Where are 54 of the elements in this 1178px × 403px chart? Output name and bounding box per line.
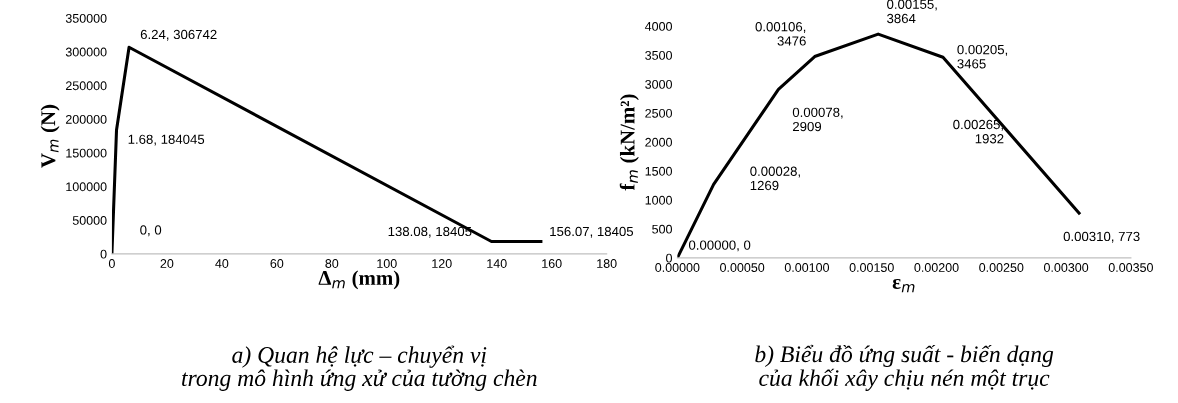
y-tick-label: 500	[652, 224, 672, 234]
x-axis-title: ε$_{m}$	[892, 278, 915, 293]
annotation: 0.00205, 3465	[957, 44, 1008, 69]
x-tick-label: 0.00000	[655, 263, 700, 272]
annotation: 0.00000, 0	[688, 240, 751, 252]
x-tick-label: 160	[542, 259, 562, 268]
y-tick-label: 50000	[72, 216, 107, 225]
y-tick-label: 350000	[65, 13, 107, 23]
annotation: 0.00155, 3864	[887, 0, 937, 24]
y-axis-title: f$_{m}$ (kN/m²)	[619, 94, 639, 191]
x-tick-label: 0.00250	[979, 263, 1024, 272]
y-tick-label: 1500	[645, 166, 672, 176]
x-tick-label: 0.00300	[1043, 263, 1089, 272]
text: b) Biểu đồ ứng suất - biến dạng của khối xây chịu nén một trục	[755, 344, 1054, 391]
x-tick-label: 0.00350	[1108, 263, 1153, 272]
y-tick-label: 150000	[66, 148, 107, 158]
x-tick-label: 120	[432, 259, 452, 268]
annotation: 0.00310, 773	[1063, 231, 1140, 243]
x-tick-label: 20	[160, 259, 174, 268]
annotation: 156.07, 18405	[550, 226, 634, 238]
annotation: 0, 0	[140, 225, 162, 237]
y-tick-label: 3000	[645, 79, 672, 89]
annotation: 1.68, 184045	[128, 134, 205, 146]
x-tick-label: 40	[215, 259, 229, 268]
annotation: 0.00265, 1932	[953, 119, 1004, 144]
y-tick-label: 2500	[645, 108, 672, 118]
x-axis-title: Δ$_{m}$ (mm)	[318, 270, 400, 290]
x-tick-label: 0.00050	[720, 263, 765, 272]
annotation: 138.08, 18405	[388, 226, 472, 238]
annotation: 0.00078, 2909	[792, 107, 843, 132]
line-series	[111, 45, 543, 254]
x-tick-label: 60	[270, 259, 284, 268]
x-tick-label: 180	[597, 259, 617, 268]
x-tick-label: 80	[325, 259, 339, 268]
y-tick-label: 1000	[645, 195, 672, 205]
annotation: 0.00028, 1269	[750, 166, 800, 191]
x-tick-label: 0.00150	[849, 263, 894, 272]
x-tick-label: 0.00100	[784, 263, 830, 272]
x-tick-label: 100	[377, 259, 397, 268]
y-tick-label: 250000	[65, 81, 107, 91]
y-tick-label: 0	[100, 249, 107, 259]
y-tick-label: 2000	[645, 137, 672, 147]
y-tick-label: 300000	[65, 47, 107, 57]
text: a) Quan hệ lực – chuyển vị trong mô hình ứng xử của tường chèn	[182, 345, 537, 391]
y-axis-title: V$_{m}$ (N)	[40, 104, 60, 168]
x-tick-label: 0.00200	[914, 263, 959, 272]
x-tick-label: 140	[487, 259, 507, 268]
y-tick-label: 200000	[65, 114, 107, 124]
annotation: 6.24, 306742	[140, 29, 217, 41]
y-tick-label: 3500	[645, 50, 672, 60]
y-tick-label: 100000	[66, 182, 107, 192]
annotation: 0.00106, 3476	[755, 22, 806, 46]
y-tick-label: 4000	[644, 22, 672, 31]
x-tick-label: 0	[108, 259, 115, 268]
